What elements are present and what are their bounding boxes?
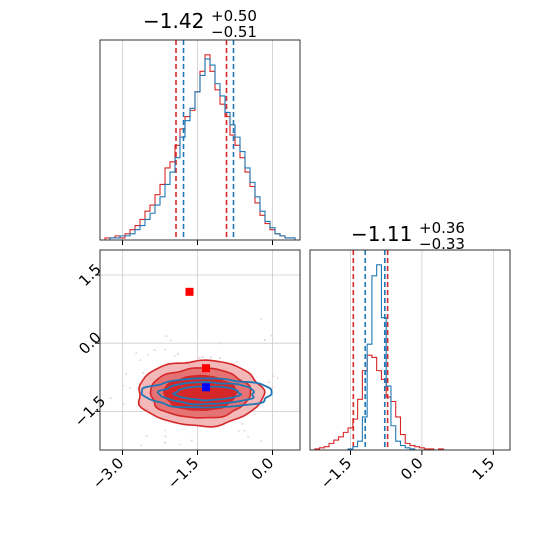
- bl-sample-point: [145, 434, 148, 437]
- title-top-left-sup: +0.50: [211, 7, 257, 25]
- bl-sample-point: [253, 413, 256, 416]
- bl-blue-contour-1: [156, 381, 255, 406]
- tl-hist-series-1: [100, 58, 300, 241]
- br-xtick-label-1: 0.0: [397, 454, 427, 484]
- bl-xtick-label-2: 0.0: [248, 454, 278, 484]
- title-top-left-value: −1.42: [143, 9, 204, 33]
- bl-sample-point: [263, 339, 266, 342]
- bl-sample-point: [218, 357, 221, 360]
- bl-sample-point: [153, 349, 156, 352]
- bl-sample-point: [122, 384, 125, 387]
- bl-marker-1: [202, 364, 210, 373]
- bl-sample-point: [235, 360, 238, 363]
- title-bottom-right-sup: +0.36: [419, 219, 465, 237]
- bl-sample-point: [267, 381, 270, 384]
- bl-sample-point: [173, 355, 176, 358]
- br-frame: [309, 249, 511, 451]
- panel-bottom-right: −1.5 0.0 1.5: [309, 249, 511, 493]
- bl-sample-point: [124, 372, 127, 375]
- bl-marker-0: [185, 287, 194, 296]
- bl-sample-point: [247, 435, 250, 438]
- bl-sample-point: [164, 348, 167, 351]
- bl-sample-point: [201, 356, 204, 359]
- bl-sample-point: [178, 443, 181, 446]
- bl-sample-point: [164, 435, 167, 438]
- bl-sample-point: [109, 397, 112, 400]
- bl-sample-point: [165, 335, 168, 338]
- bl-sample-point: [260, 317, 263, 320]
- title-top-left-sub: −0.51: [211, 23, 257, 41]
- bl-sample-point: [271, 386, 274, 389]
- title-bottom-right-sub: −0.33: [419, 235, 465, 253]
- bl-sample-point: [272, 375, 275, 378]
- bl-sample-point: [237, 429, 240, 432]
- bl-sample-point: [122, 403, 125, 406]
- bl-sample-point: [139, 359, 142, 362]
- bl-sample-point: [164, 429, 167, 432]
- bl-xtick-label-0: −3.0: [89, 454, 127, 492]
- bl-sample-point: [276, 376, 279, 379]
- bl-marker-2: [202, 383, 210, 392]
- panel-bottom-left: −3.0 −1.5 0.01.50.0−1.5: [71, 249, 301, 493]
- bl-blue-contour-2: [172, 385, 243, 402]
- br-xtick-label-0: −1.5: [317, 454, 355, 492]
- bl-blue-contour-0: [140, 377, 273, 409]
- bl-sample-point: [190, 439, 193, 442]
- bl-xtick-label-1: −1.5: [164, 454, 202, 492]
- bl-sample-point: [176, 353, 179, 356]
- bl-sample-point: [209, 356, 212, 359]
- bl-sample-point: [129, 387, 132, 390]
- bl-sample-point: [243, 429, 246, 432]
- br-hist-series-0: [310, 354, 510, 451]
- br-xtick-label-2: 1.5: [469, 454, 499, 484]
- bl-sample-point: [260, 440, 263, 443]
- bl-sample-point: [241, 422, 244, 425]
- bl-sample-point: [198, 356, 201, 359]
- tl-frame: [99, 39, 301, 241]
- bl-sample-point: [218, 342, 221, 345]
- panel-top-left: [99, 39, 301, 245]
- bl-sample-point: [140, 444, 143, 447]
- bl-sample-point: [270, 334, 273, 337]
- bl-sample-point: [164, 441, 167, 444]
- bl-sample-point: [135, 352, 138, 355]
- title-bottom-right-value: −1.11: [351, 222, 412, 246]
- br-hist-series-1: [310, 264, 510, 451]
- bl-sample-point: [146, 353, 149, 356]
- bl-sample-point: [169, 339, 172, 342]
- bl-frame: [99, 249, 301, 451]
- bl-sample-point: [142, 371, 145, 374]
